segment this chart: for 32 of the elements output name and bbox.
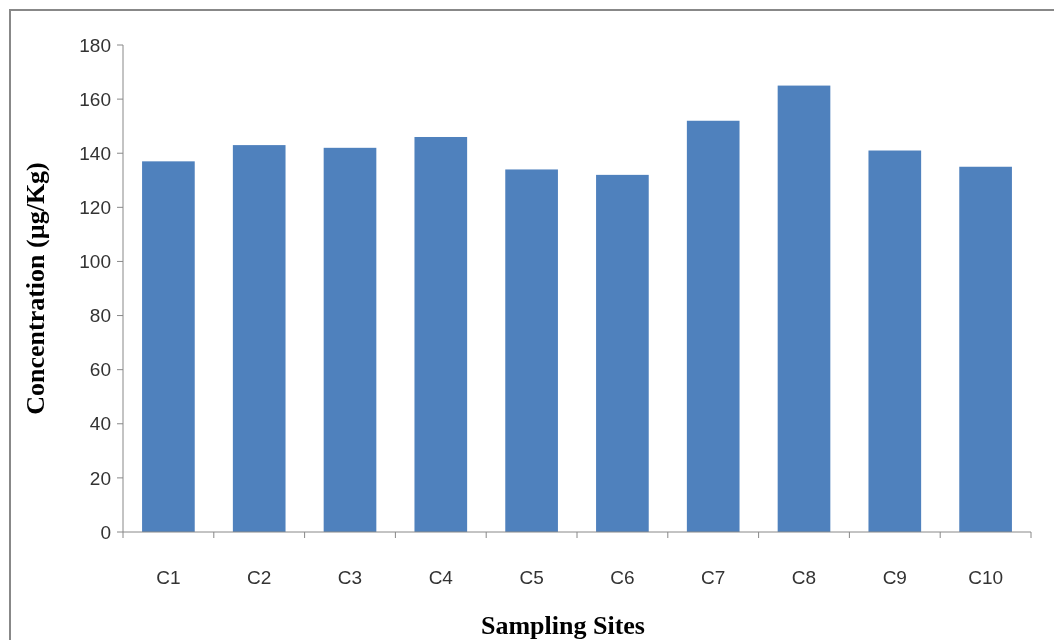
y-tick-label: 20	[89, 467, 111, 489]
x-tick-label: C10	[968, 567, 1004, 588]
x-tick-label: C5	[519, 567, 544, 588]
y-axis-title: Concentration (µg/Kg)	[21, 162, 50, 415]
x-tick-label: C4	[428, 567, 454, 588]
y-tick-label: 40	[89, 413, 111, 435]
x-tick-label: C6	[610, 567, 635, 588]
y-tick-label: 160	[79, 88, 111, 110]
y-tick-label: 100	[79, 251, 111, 273]
bar	[232, 145, 286, 532]
y-tick-label: 60	[89, 359, 111, 381]
bar	[686, 120, 740, 532]
x-tick-label: C9	[882, 567, 907, 588]
bar	[777, 85, 831, 532]
y-tick-label: 80	[89, 305, 111, 327]
y-tick-label: 0	[100, 521, 111, 543]
x-axis-title: Sampling Sites	[481, 611, 645, 640]
x-tick-label: C2	[247, 567, 272, 588]
y-tick-label: 180	[79, 34, 111, 56]
bar	[959, 166, 1012, 532]
x-tick-label: C1	[156, 567, 181, 588]
y-tick-label: 120	[79, 196, 111, 218]
x-tick-label: C3	[337, 567, 363, 588]
y-tick-label: 140	[79, 142, 111, 164]
bar	[142, 161, 195, 532]
bar	[505, 169, 558, 532]
x-tick-label: C7	[701, 567, 726, 588]
bar	[414, 136, 468, 532]
bar	[323, 147, 377, 532]
bar	[596, 174, 649, 532]
bar	[868, 150, 922, 532]
x-tick-label: C8	[791, 567, 817, 588]
